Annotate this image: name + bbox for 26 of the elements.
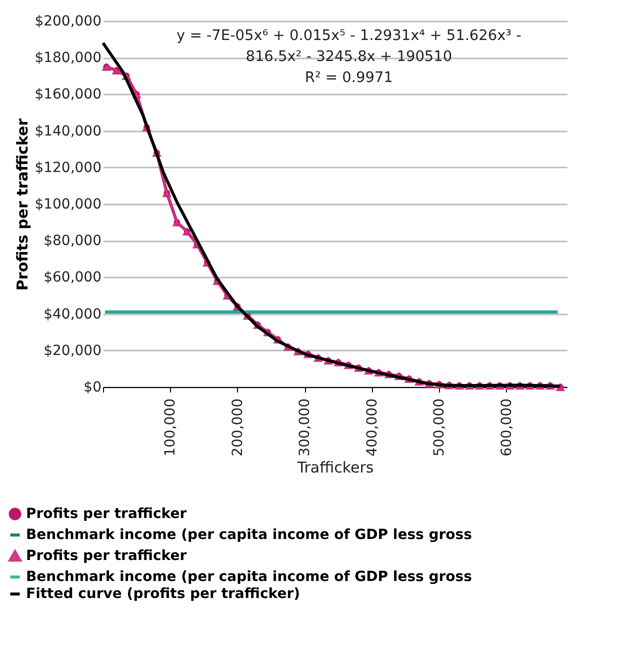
annotation: y = -7E-05x⁶ + 0.015x⁵ - 1.2931x⁴ + 51.626x³ - 816.5x² - 3245.8x + 190510 <box>176 28 522 65</box>
y-tick-label: $160,000 <box>34 86 102 103</box>
y-tick-label: $60,000 <box>44 270 102 286</box>
x-tick-label: 200,000 <box>230 398 246 456</box>
x-tick-label: 400,000 <box>364 398 380 456</box>
y-tick-label: $80,000 <box>44 233 102 250</box>
legend-label: Profits per trafficker <box>26 548 187 564</box>
y-tick-label: $100,000 <box>34 196 102 212</box>
y-tick-label: $120,000 <box>34 160 102 176</box>
x-tick-label: 100,000 <box>162 398 179 456</box>
y-tick-label: $20,000 <box>44 342 102 359</box>
y-tick-label: $0 <box>84 380 102 396</box>
y-tick-label: $200,000 <box>34 14 102 30</box>
x-tick-label: 300,000 <box>297 398 314 456</box>
legend-label: Profits per trafficker <box>26 506 187 522</box>
x-axis-title: Traffickers <box>296 458 374 476</box>
legend-label: Benchmark income (per capita income of GDP less gross <box>26 527 472 543</box>
x-tick-label: 500,000 <box>432 398 448 456</box>
y-axis-title: Profits per trafficker <box>14 118 32 291</box>
y-tick-label: $40,000 <box>44 306 102 322</box>
y-tick-label: $140,000 <box>34 123 102 140</box>
legend-label: Benchmark income (per capita income of GDP less gross <box>26 569 472 585</box>
legend-label: Fitted curve (profits per trafficker) <box>26 586 300 602</box>
x-tick-label: 600,000 <box>498 398 515 456</box>
annotation: R² = 0.9971 <box>304 70 393 86</box>
y-tick-label: $180,000 <box>34 50 102 66</box>
